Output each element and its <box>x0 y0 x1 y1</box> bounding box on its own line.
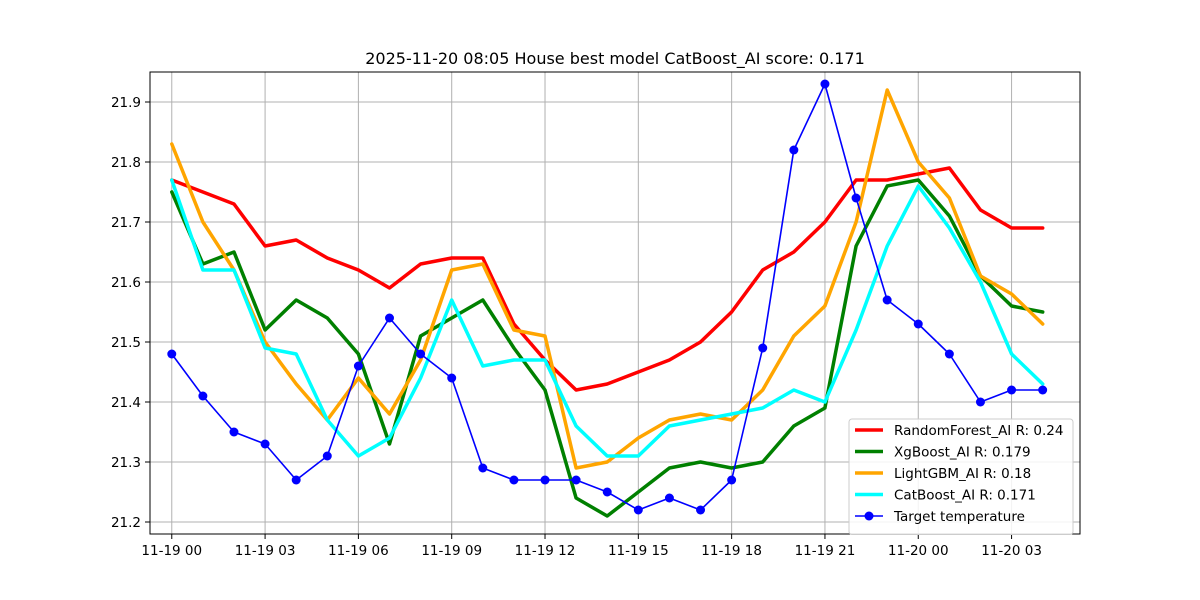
y-tick-label: 21.7 <box>111 215 141 231</box>
data-point <box>633 505 643 515</box>
data-point <box>260 439 270 449</box>
x-tick-label: 11-20 00 <box>888 543 949 559</box>
data-point <box>944 349 954 359</box>
series-line <box>170 166 1045 392</box>
x-tick-label: 11-19 09 <box>421 543 482 559</box>
data-point <box>789 145 799 155</box>
y-tick-label: 21.9 <box>111 95 141 111</box>
data-point <box>664 493 674 503</box>
x-tick-label: 11-19 06 <box>328 543 389 559</box>
x-tick-label: 11-19 12 <box>515 543 576 559</box>
legend-label: Target temperature <box>893 509 1025 525</box>
data-point <box>727 475 737 485</box>
data-point <box>416 349 426 359</box>
chart-title: 2025-11-20 08:05 House best model CatBoo… <box>365 49 865 69</box>
y-tick-label: 21.6 <box>111 275 141 291</box>
legend-label: XgBoost_AI R: 0.179 <box>894 445 1031 461</box>
data-point <box>353 361 363 371</box>
data-point <box>540 475 550 485</box>
y-tick-label: 21.5 <box>111 335 141 351</box>
x-tick-label: 11-20 03 <box>981 543 1042 559</box>
data-point <box>1007 385 1017 395</box>
y-tick-label: 21.3 <box>111 455 141 471</box>
x-tick-label: 11-19 15 <box>608 543 669 559</box>
data-point <box>975 397 985 407</box>
data-point <box>758 343 768 353</box>
y-tick-label: 21.8 <box>111 155 141 171</box>
data-point <box>1038 385 1048 395</box>
x-tick-label: 11-19 18 <box>701 543 762 559</box>
data-point <box>167 349 177 359</box>
data-point <box>478 463 488 473</box>
data-point <box>322 451 332 461</box>
legend-label: CatBoost_AI R: 0.171 <box>894 488 1036 504</box>
series-line <box>170 178 1045 518</box>
data-point <box>291 475 301 485</box>
data-point <box>696 505 706 515</box>
data-point <box>509 475 519 485</box>
series-lines <box>167 79 1048 518</box>
legend-box <box>848 418 1074 535</box>
legend-marker <box>864 511 874 521</box>
data-point <box>447 373 457 383</box>
series-line <box>170 178 1045 458</box>
data-point <box>198 391 208 401</box>
legend-label: LightGBM_AI R: 0.18 <box>894 466 1031 482</box>
x-tick-label: 11-19 03 <box>235 543 296 559</box>
x-tick-label: 11-19 00 <box>141 543 202 559</box>
data-point <box>820 79 830 89</box>
data-point <box>851 193 861 203</box>
legend-label: RandomForest_AI R: 0.24 <box>894 423 1063 439</box>
data-point <box>913 319 923 329</box>
plot-frame <box>149 71 1081 535</box>
x-tick-label: 11-19 21 <box>795 543 856 559</box>
data-point <box>384 313 394 323</box>
series-line <box>170 88 1045 470</box>
data-point <box>602 487 612 497</box>
legend: RandomForest_AI R: 0.24 XgBoost_AI R: 0.1… <box>848 418 1074 535</box>
axes: 11-19 00 11-19 03 11-19 06 11-19 09 11-19 12… <box>111 95 1042 559</box>
data-point <box>571 475 581 485</box>
data-point <box>229 427 239 437</box>
y-tick-label: 21.2 <box>111 515 141 531</box>
y-tick-label: 21.4 <box>111 395 141 411</box>
data-point <box>882 295 892 305</box>
